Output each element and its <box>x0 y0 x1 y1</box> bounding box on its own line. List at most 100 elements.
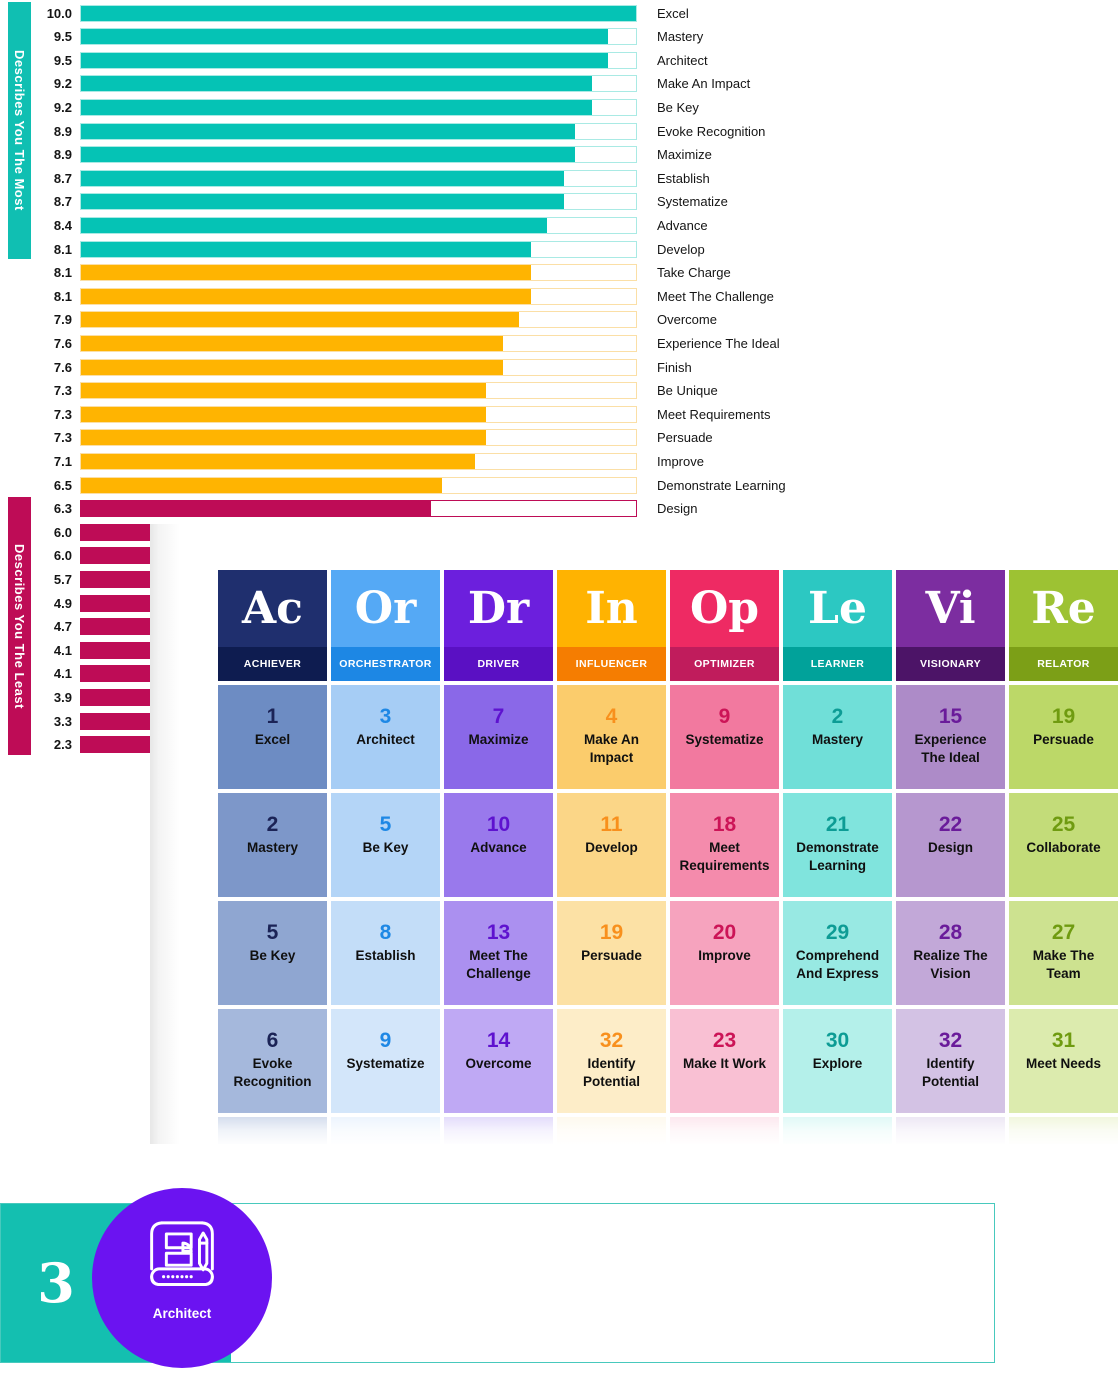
chart-row: 10.0 Excel <box>0 3 1120 23</box>
bar-label: Mastery <box>657 29 704 45</box>
chart-row: 9.2 Make An Impact <box>0 74 1120 94</box>
rank-cell: 7 Maximize <box>444 685 553 789</box>
bar-value: 9.2 <box>53 99 72 115</box>
rank-number: 3 <box>37 1251 75 1315</box>
bar-label: Evoke Recognition <box>657 123 766 139</box>
chart-row: 7.1 Improve <box>0 451 1120 471</box>
architect-badge: Architect <box>92 1188 272 1368</box>
chart-row: 7.3 Persuade <box>0 428 1120 448</box>
rank-cell-number: 3 <box>379 705 392 728</box>
chart-row: 7.9 Overcome <box>0 310 1120 330</box>
rank-cell-label: Establish <box>355 948 416 964</box>
rank-cell-number: 8 <box>379 921 392 944</box>
rank-cell-label: Identify Potential <box>582 1056 640 1089</box>
rank-cell-label: Systematize <box>685 732 764 748</box>
rank-cell-number: 23 <box>712 1029 737 1052</box>
rank-cell: 28 Realize The Vision <box>896 901 1005 1005</box>
bar-value: 8.9 <box>53 123 72 139</box>
rank-cell-label: Develop <box>585 840 638 856</box>
rank-cell: 15 Experience The Ideal <box>896 685 1005 789</box>
bar-value: 4.1 <box>53 666 72 682</box>
rank-cell: 31 Meet Needs <box>1009 1009 1118 1113</box>
bar-track <box>80 122 637 140</box>
rank-cell-label: Improve <box>698 948 751 964</box>
column-header-symbol: Vi <box>896 570 1005 647</box>
bar-fill <box>81 477 442 493</box>
column-header-symbol: Re <box>1009 570 1118 647</box>
rank-cell: 14 Overcome <box>444 1009 553 1113</box>
bar-value: 7.6 <box>53 335 72 351</box>
rank-cell-label: Maximize <box>468 732 529 748</box>
bar-fill <box>81 123 575 139</box>
bar-value: 7.3 <box>53 383 72 399</box>
rank-cell: 19 Persuade <box>557 901 666 1005</box>
rank-cell: 25 Collaborate <box>1009 793 1118 897</box>
rank-cell: 5 Be Key <box>218 901 327 1005</box>
column-header-name: ACHIEVER <box>218 647 327 681</box>
chart-row: 8.7 Systematize <box>0 192 1120 212</box>
rank-cell-label: Make The Team <box>1032 948 1095 981</box>
table-column-visionary: Vi VISIONARY 15 Experience The Ideal 22 Desig… <box>896 570 1005 1144</box>
bar-label: Be Unique <box>657 383 718 399</box>
rank-cell-number: 19 <box>1051 705 1076 728</box>
rank-cell-number: 32 <box>599 1029 624 1052</box>
rank-cell: 5 Be Key <box>331 793 440 897</box>
rank-cell-label: Excel <box>254 732 291 748</box>
bar-label: Establish <box>657 170 710 186</box>
rank-cell: 18 Meet Requirements <box>670 793 779 897</box>
bar-track <box>80 193 637 211</box>
rank-cell-label: Collaborate <box>1026 840 1101 856</box>
rank-cell-number: 28 <box>938 921 963 944</box>
rank-cell-number: 6 <box>266 1029 279 1052</box>
bar-value: 2.3 <box>53 737 72 753</box>
rank-cell-number: 27 <box>1051 921 1076 944</box>
rank-cell: 30 Explore <box>783 1009 892 1113</box>
column-header-symbol: Dr <box>444 570 553 647</box>
bar-label: Improve <box>657 453 704 469</box>
rank-cell-number: 9 <box>379 1029 392 1052</box>
rank-cell: 11 Develop <box>557 793 666 897</box>
table-column-learner: Le LEARNER 2 Mastery 21 Demonstrate Learning 2… <box>783 570 892 1144</box>
rank-cell-number: 11 <box>600 813 623 836</box>
bar-value: 8.1 <box>53 241 72 257</box>
bar-value: 8.7 <box>53 194 72 210</box>
rank-cell-label: Evoke Recognition <box>233 1056 312 1089</box>
bar-track <box>80 334 637 352</box>
rank-cell-label: Meet The Challenge <box>466 948 531 981</box>
rank-cell-number: 20 <box>712 921 737 944</box>
rank-cell-label: Meet Needs <box>1025 1056 1102 1072</box>
bar-fill <box>81 241 531 257</box>
rank-cell-label: Explore <box>812 1056 863 1072</box>
column-header-symbol: Op <box>670 570 779 647</box>
bar-label: Excel <box>657 5 689 21</box>
bar-fill <box>81 359 503 375</box>
rank-cell-number: 19 <box>599 921 624 944</box>
bar-value: 7.3 <box>53 430 72 446</box>
rank-cell-number: 25 <box>1051 813 1076 836</box>
rank-cell-number: 2 <box>831 705 844 728</box>
rank-cell: 6 Evoke Recognition <box>218 1009 327 1113</box>
bar-label: Finish <box>657 359 692 375</box>
chart-row: 7.3 Be Unique <box>0 381 1120 401</box>
bar-track <box>80 429 637 447</box>
rank-cell-label: Mastery <box>811 732 864 748</box>
rank-cell: 32 Identify Potential <box>557 1009 666 1113</box>
bar-value: 7.9 <box>53 312 72 328</box>
bar-fill <box>81 312 520 328</box>
bar-track <box>80 4 637 22</box>
table-bottom-fade <box>218 1112 1120 1146</box>
chart-row: 8.1 Meet The Challenge <box>0 286 1120 306</box>
bar-label: Be Key <box>657 99 699 115</box>
rank-cell: 1 Excel <box>218 685 327 789</box>
rank-cell: 4 Make An Impact <box>557 685 666 789</box>
chart-row: 7.3 Meet Requirements <box>0 404 1120 424</box>
blueprint-icon <box>150 1221 214 1286</box>
chart-row: 7.6 Experience The Ideal <box>0 333 1120 353</box>
rank-cell-label: Make An Impact <box>583 732 639 765</box>
bar-value: 4.7 <box>53 619 72 635</box>
chart-row: 9.2 Be Key <box>0 97 1120 117</box>
bar-track <box>80 287 637 305</box>
bar-fill <box>81 288 531 304</box>
rank-cell-label: Persuade <box>1033 732 1094 748</box>
